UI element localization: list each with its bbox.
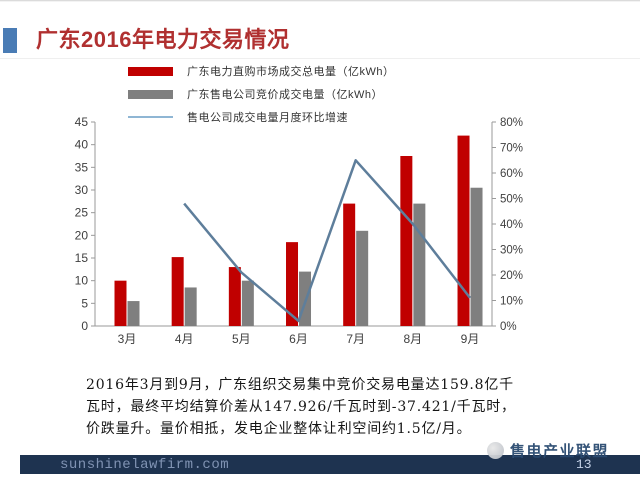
left-axis-tick-label: 10 — [75, 274, 89, 288]
x-axis-category-label: 6月 — [289, 332, 308, 346]
bar-direct-purchase — [457, 135, 470, 326]
x-axis-category-label: 7月 — [346, 332, 365, 346]
combo-chart: 0 5 10 15 20 25 30 35 40 45 0% 10% 20% 30% 40% 50% 60% 70… — [75, 115, 523, 346]
bar-retail-bidding — [241, 280, 254, 326]
bar-direct-purchase — [228, 267, 241, 326]
legend-label: 售电公司成交电量月度环比增速 — [187, 112, 348, 124]
x-axis-category-label: 3月 — [118, 332, 137, 346]
left-axis-tick-label: 40 — [75, 138, 89, 152]
bar-retail-bidding — [356, 230, 369, 326]
left-axis-tick-label: 0 — [81, 319, 88, 333]
bar-retail-bidding — [184, 287, 197, 326]
legend-swatch-gray-bar — [128, 89, 173, 99]
right-axis-tick-label: 80% — [500, 117, 523, 129]
growth-line — [183, 159, 472, 323]
bar-retail-bidding — [470, 187, 483, 326]
footer-url: sunshinelawfirm.com — [60, 457, 230, 473]
bar-direct-purchase — [286, 242, 299, 326]
x-axis-category-label: 5月 — [232, 332, 251, 346]
x-axis-category-label: 4月 — [175, 332, 194, 346]
left-axis-tick-label: 15 — [75, 251, 89, 265]
bar-retail-bidding — [413, 203, 426, 326]
x-axis-category-label: 8月 — [404, 332, 423, 346]
legend-item-retail-bidding: 广东售电公司竞价成交电量（亿kWh） — [128, 87, 395, 101]
chart-area: 0 5 10 15 20 25 30 35 40 45 0% 10% 20% 30% 40% 50% 60% 70… — [55, 110, 545, 355]
brand-watermark: 售电产业联盟 — [487, 440, 609, 461]
left-axis-tick-label: 45 — [75, 115, 89, 129]
left-axis-tick-label: 20 — [75, 228, 89, 242]
right-axis-tick-label: 50% — [500, 194, 523, 206]
page-title: 广东2016年电力交易情况 — [36, 27, 290, 52]
right-axis-tick-label: 40% — [500, 219, 523, 231]
footer-bar: sunshinelawfirm.com 13 — [20, 455, 640, 474]
legend-label: 广东电力直购市场成交总电量（亿kWh） — [187, 66, 395, 78]
note-paragraph: 2016年3月到9月，广东组织交易集中竞价交易电量达159.8亿千 瓦时，最终平… — [86, 374, 566, 440]
title-divider — [0, 58, 640, 59]
left-axis-tick-label: 25 — [75, 206, 89, 220]
note-line: 2016年3月到9月，广东组织交易集中竞价交易电量达159.8亿千 — [86, 377, 514, 393]
left-axis-tick-label: 30 — [75, 183, 89, 197]
bar-direct-purchase — [171, 257, 184, 326]
slide-top-edge — [0, 0, 640, 2]
brand-logo-icon — [487, 442, 504, 459]
legend-swatch-line — [128, 116, 173, 118]
left-axis-tick-label: 35 — [75, 160, 89, 174]
right-axis-tick-label: 70% — [500, 143, 523, 155]
title-accent-square — [3, 28, 17, 53]
page-number: 13 — [576, 457, 592, 472]
right-axis-tick-label: 20% — [500, 270, 523, 282]
legend-label: 广东售电公司竞价成交电量（亿kWh） — [187, 89, 383, 101]
right-axis-tick-label: 0% — [500, 321, 517, 333]
legend-swatch-red-bar — [128, 66, 173, 76]
note-line: 瓦时，最终平均结算价差从147.926/千瓦时到-37.421/千瓦时， — [86, 399, 516, 415]
right-axis-tick-label: 30% — [500, 245, 523, 257]
right-axis-tick-label: 60% — [500, 168, 523, 180]
chart-legend: 广东电力直购市场成交总电量（亿kWh） 广东售电公司竞价成交电量（亿kWh） 售… — [128, 64, 395, 133]
x-axis-category-label: 9月 — [461, 332, 480, 346]
bar-direct-purchase — [400, 156, 413, 326]
right-axis-tick-label: 10% — [500, 296, 523, 308]
bar-direct-purchase — [114, 280, 127, 326]
note-line: 价跌量升。量价相抵，发电企业整体让利空间约1.5亿/月。 — [86, 421, 472, 437]
left-axis-tick-label: 5 — [81, 296, 88, 310]
legend-item-direct-purchase: 广东电力直购市场成交总电量（亿kWh） — [128, 64, 395, 78]
legend-item-growth-line: 售电公司成交电量月度环比增速 — [128, 110, 395, 124]
brand-name: 售电产业联盟 — [510, 443, 610, 460]
bar-direct-purchase — [343, 203, 356, 326]
bar-retail-bidding — [127, 301, 140, 326]
